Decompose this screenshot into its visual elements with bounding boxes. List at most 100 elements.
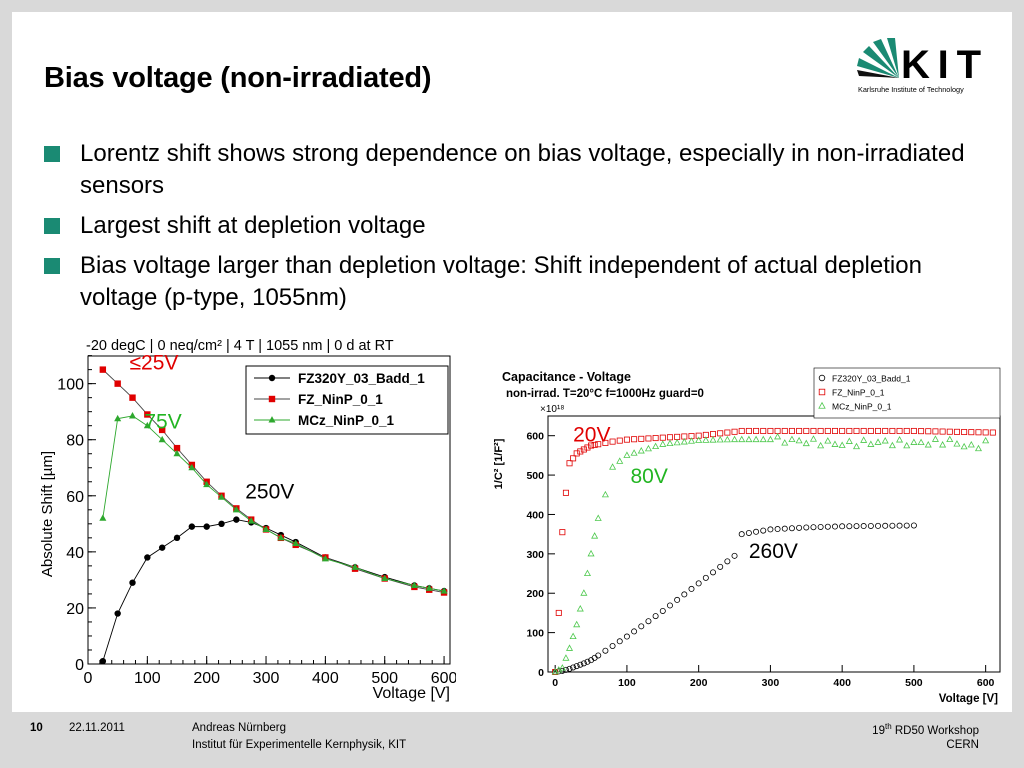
legend-label: FZ_NinP_0_1 bbox=[298, 392, 383, 407]
data-point bbox=[558, 664, 566, 671]
slide bbox=[12, 12, 1012, 712]
legend-label: FZ320Y_03_Badd_1 bbox=[832, 374, 911, 384]
y-tick-label: 200 bbox=[526, 588, 544, 600]
x-tick-label: 300 bbox=[762, 677, 780, 689]
data-point bbox=[918, 428, 925, 435]
data-point bbox=[268, 416, 276, 423]
data-point bbox=[709, 436, 717, 443]
data-point bbox=[645, 618, 652, 625]
data-point bbox=[875, 427, 882, 434]
series-MCz_NinP_0_1 bbox=[99, 412, 448, 594]
data-point bbox=[803, 427, 810, 434]
x-tick-label: 0 bbox=[552, 677, 558, 689]
data-point bbox=[674, 433, 681, 440]
data-point bbox=[570, 455, 577, 462]
footer-event: 19th RD50 Workshop bbox=[872, 722, 979, 737]
data-point bbox=[652, 613, 659, 620]
y-axis-label: Absolute Shift [µm] bbox=[39, 451, 56, 577]
data-point bbox=[867, 440, 875, 447]
data-point bbox=[601, 490, 609, 498]
data-point bbox=[839, 523, 846, 530]
data-point bbox=[974, 444, 983, 452]
data-point bbox=[702, 574, 709, 581]
data-point bbox=[584, 658, 591, 665]
data-point bbox=[218, 493, 226, 500]
data-point bbox=[896, 436, 904, 443]
data-point bbox=[659, 607, 666, 614]
x-tick-label: 600 bbox=[977, 677, 995, 689]
data-point bbox=[381, 574, 389, 582]
kit-logo-subtitle: Karlsruhe Institute of Technology bbox=[858, 85, 964, 94]
x-tick-label: 300 bbox=[253, 670, 280, 687]
data-point bbox=[802, 439, 810, 447]
y-tick-label: 20 bbox=[66, 601, 84, 618]
data-point bbox=[114, 414, 122, 422]
data-point bbox=[781, 525, 788, 532]
data-point bbox=[602, 647, 609, 654]
data-point bbox=[638, 435, 645, 442]
data-point bbox=[580, 446, 587, 453]
footer-author: Andreas Nürnberg bbox=[192, 722, 286, 734]
data-point bbox=[673, 438, 681, 446]
data-point bbox=[695, 580, 702, 587]
data-point bbox=[910, 522, 917, 529]
data-point bbox=[824, 523, 831, 530]
data-point bbox=[846, 427, 853, 434]
bullet-item: Bias voltage larger than depletion volta… bbox=[44, 250, 974, 314]
data-point bbox=[158, 544, 166, 551]
footer-location: CERN bbox=[946, 739, 979, 751]
data-point bbox=[630, 449, 638, 456]
data-point bbox=[759, 435, 767, 443]
data-point bbox=[946, 435, 954, 443]
y-tick-label: 0 bbox=[538, 667, 544, 679]
data-point bbox=[681, 591, 688, 598]
data-point bbox=[616, 437, 623, 444]
legend-label: FZ320Y_03_Badd_1 bbox=[298, 371, 425, 386]
data-point bbox=[731, 435, 739, 443]
data-point bbox=[577, 448, 584, 455]
data-point bbox=[218, 520, 225, 528]
data-point bbox=[173, 534, 181, 542]
data-point bbox=[838, 441, 846, 448]
data-point bbox=[796, 427, 803, 434]
chart-subtitle: non-irrad. T=20°C f=1000Hz guard=0 bbox=[506, 388, 704, 400]
series-FZ_NinP_0_1 bbox=[552, 427, 996, 675]
data-point bbox=[882, 522, 889, 529]
plot-frame bbox=[547, 415, 1001, 673]
data-point bbox=[839, 427, 846, 434]
data-point bbox=[852, 442, 861, 450]
data-point bbox=[616, 457, 624, 464]
legend-box bbox=[245, 365, 449, 435]
data-point bbox=[738, 435, 746, 443]
data-point bbox=[810, 427, 817, 434]
data-point bbox=[576, 605, 584, 612]
data-point bbox=[731, 552, 738, 559]
data-point bbox=[903, 522, 910, 529]
data-point bbox=[623, 633, 630, 640]
data-point bbox=[114, 610, 121, 617]
data-point bbox=[573, 450, 580, 457]
data-point bbox=[860, 523, 867, 530]
data-point bbox=[809, 435, 817, 442]
data-point bbox=[623, 451, 631, 458]
footer-date: 22.11.2011 bbox=[69, 722, 125, 734]
chart-title: -20 degC | 0 neq/cm² | 4 T | 1055 nm | 0… bbox=[86, 338, 394, 354]
y-tick-label: 0 bbox=[75, 657, 84, 674]
y-tick-label: 400 bbox=[526, 509, 544, 521]
data-point bbox=[903, 427, 910, 434]
bullet-item: Largest shift at depletion voltage bbox=[44, 210, 974, 242]
data-point bbox=[559, 667, 566, 674]
data-point bbox=[99, 514, 107, 521]
kit-logo-text: KIT bbox=[901, 43, 981, 87]
data-point bbox=[931, 435, 939, 442]
data-point bbox=[961, 429, 968, 436]
data-point bbox=[867, 427, 874, 434]
data-point bbox=[939, 428, 946, 435]
data-point bbox=[717, 563, 724, 570]
series-FZ320Y_03_Badd_1 bbox=[552, 522, 917, 675]
data-point bbox=[781, 439, 789, 446]
data-point bbox=[831, 427, 838, 434]
legend-box bbox=[813, 367, 1001, 419]
lorentz-shift-chart: -20 degC | 0 neq/cm² | 4 T | 1055 nm | 0… bbox=[39, 338, 456, 702]
data-point bbox=[982, 429, 989, 436]
